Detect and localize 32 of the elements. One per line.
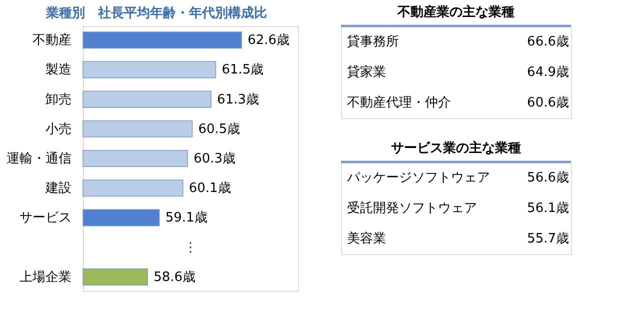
data-label: 64.9歳	[527, 65, 569, 80]
data-label: 59.1歳	[165, 210, 208, 226]
category-label: 貸家業	[347, 64, 386, 80]
data-label: 62.6歳	[248, 33, 290, 48]
y-tick-label: 製造	[46, 62, 72, 78]
y-tick-label: 不動産	[32, 32, 72, 48]
y-tick-label: 建設	[44, 181, 72, 196]
annotation: ⋮	[184, 240, 197, 256]
y-tick-label: サービス	[20, 210, 72, 226]
y-tick-label: 小売	[46, 122, 72, 137]
data-label: 61.3歳	[217, 92, 260, 108]
chart-title: 業種別 社長平均年齢・年代別構成比	[45, 5, 267, 21]
category-label: 受託開発ソフトウェア	[347, 201, 477, 216]
data-label: 61.5歳	[222, 62, 264, 78]
y-tick-label: 運輸・通信	[6, 152, 72, 166]
category-label: パッケージソフトウェア	[346, 170, 490, 186]
text: サービス業の主な業種	[391, 140, 521, 156]
category-label: 不動産代理・仲介	[347, 94, 451, 111]
data-label: 66.6歳	[527, 34, 569, 50]
y-tick-label: 卸売	[46, 92, 72, 108]
data-label: 60.6歳	[527, 96, 569, 111]
data-label: 56.1歳	[527, 201, 569, 216]
category-label: 美容業	[347, 230, 386, 247]
data-label: 58.6歳	[154, 270, 196, 285]
data-label: 55.7歳	[527, 232, 569, 247]
data-label: 60.1歳	[188, 181, 231, 196]
data-label: 60.5歳	[198, 122, 240, 137]
data-label: 56.6歳	[527, 170, 569, 186]
y-tick-label: 上場企業	[20, 270, 72, 285]
text: 不動産業の主な業種	[396, 4, 514, 20]
category-label: 貸事務所	[347, 34, 399, 50]
data-label: 60.3歳	[194, 152, 236, 166]
